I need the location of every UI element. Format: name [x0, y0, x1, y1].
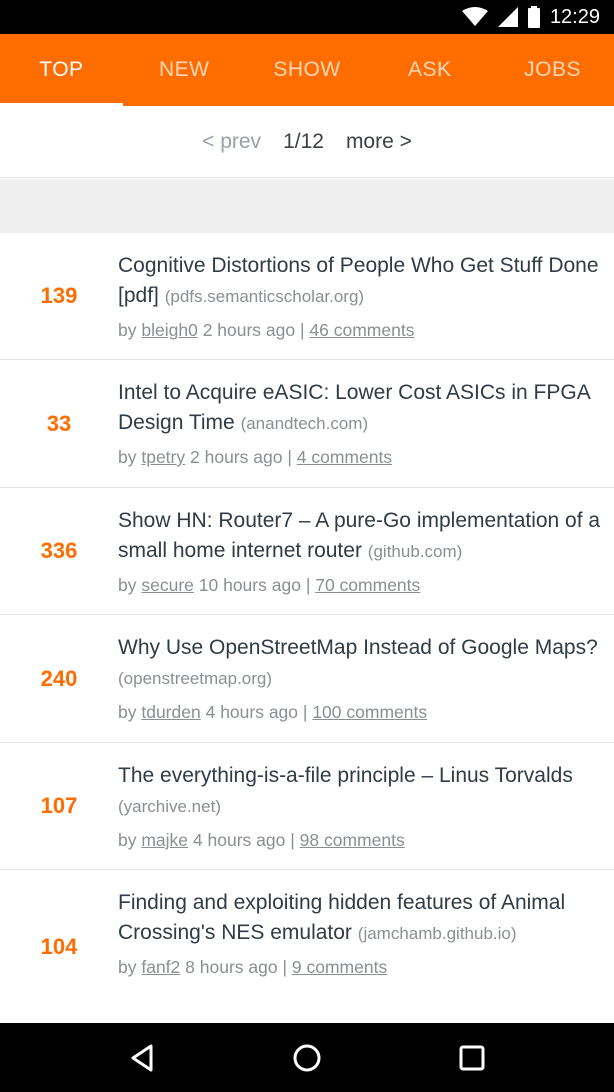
story-user-link[interactable]: majke: [141, 830, 189, 850]
story-comments-link[interactable]: 100 comments: [312, 702, 428, 722]
story-item[interactable]: 104 Finding and exploiting hidden featur…: [0, 870, 614, 1023]
story-user-link[interactable]: fanf2: [141, 957, 181, 977]
story-title-text[interactable]: Cognitive Distortions of People Who Get …: [118, 254, 599, 307]
story-domain: (openstreetmap.org): [118, 669, 273, 688]
story-item[interactable]: 336 Show HN: Router7 – A pure-Go impleme…: [0, 488, 614, 615]
meta-separator: |: [282, 957, 288, 977]
story-user-link[interactable]: secure: [141, 575, 194, 595]
story-age: 8 hours ago: [185, 957, 278, 977]
story-title-text[interactable]: Why Use OpenStreetMap Instead of Google …: [118, 636, 598, 659]
story-meta: by secure 10 hours ago | 70 comments: [118, 573, 602, 597]
page-indicator: 1/12: [283, 129, 324, 153]
story-comments-link[interactable]: 4 comments: [296, 447, 393, 467]
story-title-text[interactable]: Finding and exploiting hidden features o…: [118, 891, 566, 944]
story-score: 240: [40, 665, 78, 691]
story-title[interactable]: Why Use OpenStreetMap Instead of Google …: [118, 633, 602, 694]
story-list: 139 Cognitive Distortions of People Who …: [0, 233, 614, 1023]
story-comments-link[interactable]: 98 comments: [299, 830, 405, 850]
by-label: by: [118, 575, 137, 595]
story-age: 4 hours ago: [192, 830, 286, 850]
story-meta: by tdurden 4 hours ago | 100 comments: [118, 700, 602, 724]
story-meta: by majke 4 hours ago | 98 comments: [118, 828, 602, 852]
status-time: 12:29: [549, 5, 600, 28]
story-item[interactable]: 107 The everything-is-a-file principle –…: [0, 743, 614, 870]
story-age: 10 hours ago: [198, 575, 301, 595]
story-domain: (pdfs.semanticscholar.org): [164, 287, 365, 306]
meta-separator: |: [300, 320, 305, 340]
section-divider: [0, 179, 614, 233]
story-title-text[interactable]: Intel to Acquire eASIC: Lower Cost ASICs…: [118, 381, 590, 434]
by-label: by: [118, 447, 137, 467]
by-label: by: [118, 702, 137, 722]
story-meta: by tpetry 2 hours ago | 4 comments: [118, 445, 602, 469]
by-label: by: [118, 320, 137, 340]
story-score: 139: [40, 283, 78, 308]
meta-separator: |: [305, 575, 311, 595]
story-title[interactable]: Intel to Acquire eASIC: Lower Cost ASICs…: [118, 378, 602, 439]
story-domain: (github.com): [367, 542, 463, 561]
back-icon[interactable]: [127, 1043, 157, 1073]
tab-top[interactable]: TOP: [0, 34, 123, 106]
tab-jobs[interactable]: JOBS: [524, 58, 582, 81]
status-bar: 12:29: [0, 0, 614, 34]
story-comments-link[interactable]: 70 comments: [315, 575, 421, 595]
recents-icon[interactable]: [457, 1043, 487, 1073]
story-item[interactable]: 33 Intel to Acquire eASIC: Lower Cost AS…: [0, 360, 614, 488]
story-item[interactable]: 240 Why Use OpenStreetMap Instead of Goo…: [0, 615, 614, 743]
story-domain: (yarchive.net): [118, 797, 221, 816]
tab-ask[interactable]: ASK: [408, 58, 452, 81]
story-age: 4 hours ago: [205, 702, 299, 722]
meta-separator: |: [290, 830, 295, 850]
pager: < prev 1/12 more >: [0, 106, 614, 178]
story-age: 2 hours ago: [202, 320, 296, 340]
cellular-signal-icon: [497, 7, 518, 27]
meta-separator: |: [302, 702, 308, 722]
story-score: 104: [40, 933, 78, 959]
story-title-text[interactable]: Show HN: Router7 – A pure-Go implementat…: [118, 509, 601, 562]
story-comments-link[interactable]: 46 comments: [309, 320, 415, 340]
story-age: 2 hours ago: [190, 447, 283, 467]
wifi-icon: [461, 7, 488, 27]
story-item[interactable]: 139 Cognitive Distortions of People Who …: [0, 233, 614, 360]
status-icons: 12:29: [461, 0, 600, 34]
story-title[interactable]: Cognitive Distortions of People Who Get …: [118, 251, 602, 312]
story-comments-link[interactable]: 9 comments: [291, 957, 388, 977]
story-title[interactable]: Show HN: Router7 – A pure-Go implementat…: [118, 506, 602, 567]
story-user-link[interactable]: tpetry: [141, 447, 186, 467]
tab-show[interactable]: SHOW: [273, 58, 341, 81]
story-meta: by fanf2 8 hours ago | 9 comments: [118, 955, 602, 979]
navigation-bar: [0, 1023, 614, 1092]
tab-new[interactable]: NEW: [158, 58, 210, 81]
story-title[interactable]: Finding and exploiting hidden features o…: [118, 888, 602, 949]
home-icon[interactable]: [292, 1043, 322, 1073]
story-title[interactable]: The everything-is-a-file principle – Lin…: [118, 761, 602, 822]
meta-separator: |: [287, 447, 292, 467]
battery-icon: [527, 6, 540, 28]
story-title-text[interactable]: The everything-is-a-file principle – Lin…: [118, 764, 573, 787]
prev-page-link[interactable]: < prev: [202, 129, 262, 153]
next-page-link[interactable]: more >: [345, 129, 412, 153]
by-label: by: [118, 830, 137, 850]
story-score: 33: [46, 410, 72, 436]
story-user-link[interactable]: bleigh0: [141, 320, 198, 340]
by-label: by: [118, 957, 137, 977]
story-meta: by bleigh0 2 hours ago | 46 comments: [118, 318, 602, 342]
story-user-link[interactable]: tdurden: [141, 702, 201, 722]
story-score: 107: [40, 793, 78, 818]
story-score: 336: [40, 538, 78, 563]
tab-bar: TOP NEW SHOW ASK JOBS: [0, 34, 614, 106]
story-domain: (jamchamb.github.io): [357, 924, 517, 943]
story-domain: (anandtech.com): [240, 414, 369, 433]
